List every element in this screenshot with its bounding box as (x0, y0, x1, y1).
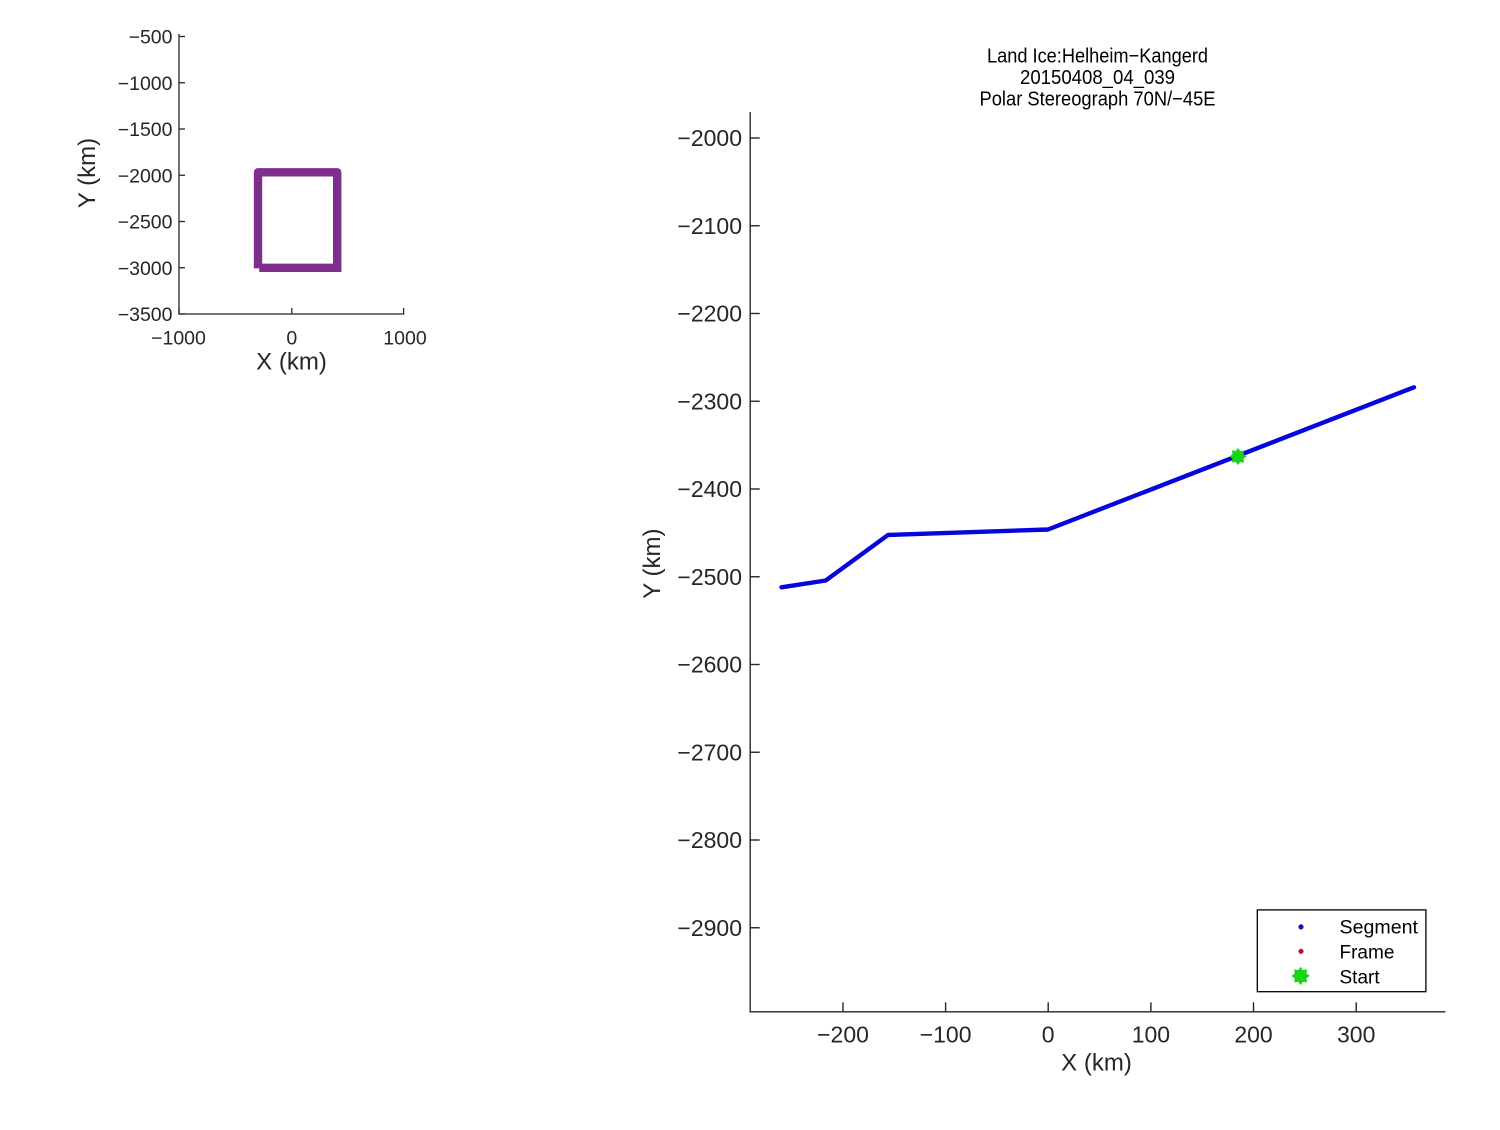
svg-text:20150408_04_039: 20150408_04_039 (1020, 67, 1175, 89)
svg-text:−100: −100 (920, 1022, 972, 1048)
svg-text:−2700: −2700 (677, 739, 742, 765)
svg-text:−2900: −2900 (677, 915, 742, 941)
svg-text:−1000: −1000 (118, 73, 173, 95)
svg-text:−200: −200 (817, 1022, 869, 1048)
svg-text:−2000: −2000 (118, 165, 173, 187)
svg-text:−2600: −2600 (677, 652, 742, 678)
svg-text:−2000: −2000 (677, 125, 742, 151)
svg-text:−500: −500 (129, 27, 173, 49)
svg-text:−3500: −3500 (118, 304, 173, 326)
svg-text:Polar Stereograph 70N/−45E: Polar Stereograph 70N/−45E (980, 88, 1216, 110)
svg-text:−2100: −2100 (677, 213, 742, 239)
svg-text:Y (km): Y (km) (74, 138, 101, 208)
svg-text:−2200: −2200 (677, 301, 742, 327)
svg-text:−2500: −2500 (118, 212, 173, 234)
svg-text:X (km): X (km) (1061, 1050, 1132, 1077)
svg-text:−2300: −2300 (677, 388, 742, 414)
svg-text:−2800: −2800 (677, 827, 742, 853)
svg-text:Y (km): Y (km) (639, 528, 666, 598)
svg-text:1000: 1000 (383, 328, 427, 350)
svg-text:Frame: Frame (1340, 943, 1395, 964)
svg-text:Start: Start (1340, 968, 1381, 989)
svg-text:200: 200 (1234, 1022, 1272, 1048)
svg-text:−3000: −3000 (118, 258, 173, 280)
svg-text:Land Ice:Helheim−Kangerd: Land Ice:Helheim−Kangerd (987, 46, 1208, 68)
svg-text:Segment: Segment (1340, 918, 1419, 939)
svg-text:100: 100 (1132, 1022, 1170, 1048)
svg-text:0: 0 (286, 328, 297, 350)
svg-text:300: 300 (1337, 1022, 1375, 1048)
svg-text:−1500: −1500 (118, 119, 173, 141)
svg-text:−1000: −1000 (151, 328, 206, 350)
svg-text:0: 0 (1042, 1022, 1055, 1048)
svg-text:X (km): X (km) (256, 349, 327, 376)
svg-text:−2500: −2500 (677, 564, 742, 590)
svg-text:−2400: −2400 (677, 476, 742, 502)
